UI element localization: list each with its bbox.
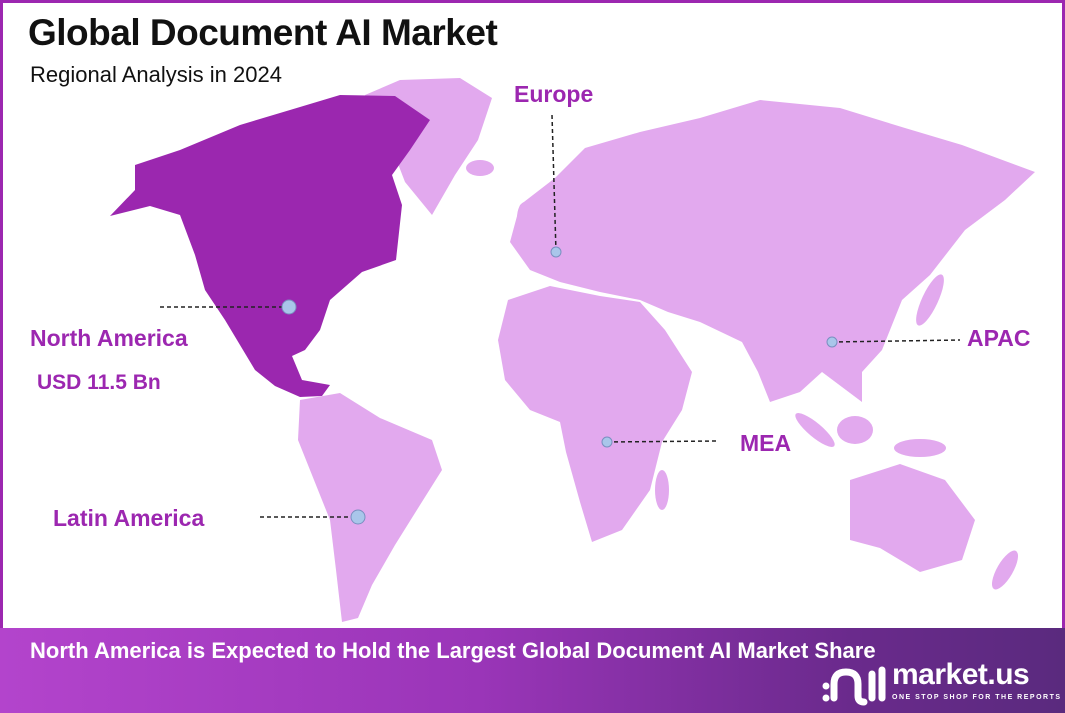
- sumatra: [795, 413, 835, 447]
- japan: [916, 274, 944, 326]
- uk: [517, 202, 533, 234]
- north-america-label: North America: [30, 325, 188, 351]
- logo-tagline: ONE STOP SHOP FOR THE REPORTS: [892, 694, 1062, 701]
- latin-america-marker: [350, 509, 366, 525]
- latin-america-label: Latin America: [53, 505, 205, 531]
- europe-marker: [550, 246, 562, 258]
- apac-marker: [826, 336, 838, 348]
- logo-icon: [822, 666, 886, 706]
- new-guinea: [894, 439, 946, 457]
- mea-label: MEA: [740, 430, 792, 456]
- iceland: [466, 160, 494, 176]
- market-us-logo: market.us ONE STOP SHOP FOR THE REPORTS: [822, 658, 1062, 708]
- apac-connector: [831, 339, 961, 343]
- africa: [498, 286, 692, 542]
- eurasia: [510, 100, 1035, 402]
- logo-wordmark: market.us: [892, 658, 1030, 691]
- north-america-marker: [281, 299, 297, 315]
- page-subtitle: Regional Analysis in 2024: [30, 62, 282, 87]
- north-america: [110, 95, 430, 397]
- mea-marker: [601, 436, 613, 448]
- north-america-value: USD 11.5 Bn: [37, 371, 161, 394]
- borneo: [837, 416, 873, 444]
- banner-text: North America is Expected to Hold the La…: [30, 638, 876, 663]
- europe-label: Europe: [514, 81, 594, 107]
- madagascar: [655, 470, 669, 510]
- australia: [850, 464, 975, 572]
- apac-label: APAC: [967, 325, 1031, 351]
- south-america: [298, 393, 442, 622]
- europe-connector: [551, 114, 557, 253]
- footer-banner: North America is Expected to Hold the La…: [0, 628, 1065, 713]
- mea-connector: [606, 440, 719, 443]
- page-title: Global Document AI Market: [28, 12, 498, 53]
- new-zealand: [992, 550, 1018, 590]
